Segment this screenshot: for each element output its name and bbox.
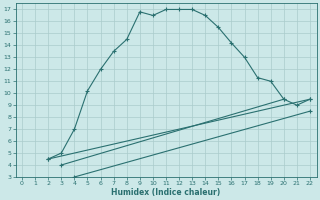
X-axis label: Humidex (Indice chaleur): Humidex (Indice chaleur) — [111, 188, 221, 197]
